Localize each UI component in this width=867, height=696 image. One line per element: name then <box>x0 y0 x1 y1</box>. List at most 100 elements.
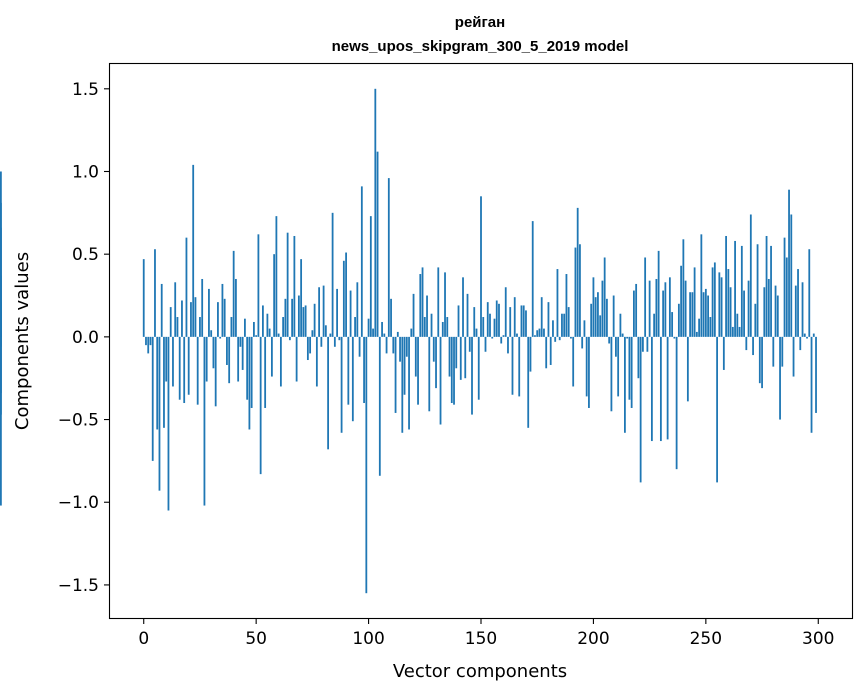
bar <box>632 290 635 337</box>
bar <box>268 328 271 337</box>
bar <box>221 283 224 337</box>
bar <box>232 250 235 337</box>
bar <box>547 302 550 337</box>
bar <box>770 245 772 337</box>
bar <box>477 336 480 400</box>
bar <box>277 333 280 337</box>
bar <box>812 333 815 337</box>
x-tick-label: 100 <box>352 629 384 649</box>
x-axis-ticks: 0 50 100 150 200 250 300 <box>138 618 834 649</box>
bar <box>358 336 361 357</box>
bar <box>639 336 642 483</box>
bar <box>626 336 629 339</box>
bar <box>621 333 624 337</box>
bar <box>441 321 444 337</box>
bar <box>592 277 595 337</box>
bar <box>313 303 316 337</box>
chart-title: рейган <box>455 14 505 31</box>
bar <box>691 292 694 337</box>
bar <box>291 298 294 337</box>
bar <box>570 336 572 339</box>
bar <box>756 244 759 337</box>
bar <box>228 336 231 384</box>
bar <box>284 298 287 337</box>
bar <box>149 336 152 346</box>
bar <box>378 336 381 476</box>
bar <box>590 303 593 337</box>
bar <box>329 333 332 337</box>
bar <box>511 336 514 395</box>
bar <box>167 336 170 511</box>
y-tick-label: 1.0 <box>72 162 99 182</box>
y-tick-label: 0.0 <box>72 328 99 348</box>
bar <box>563 313 566 337</box>
bar <box>158 336 161 491</box>
y-tick-label: −1.0 <box>58 493 99 513</box>
y-tick-label: 0.5 <box>72 245 99 265</box>
bar <box>223 298 226 337</box>
bar <box>729 287 732 337</box>
bar <box>203 336 206 506</box>
bar <box>549 336 552 365</box>
bar <box>808 249 811 337</box>
bar <box>295 336 298 382</box>
bar <box>0 336 2 506</box>
bar <box>403 336 406 395</box>
bar <box>774 285 777 337</box>
bar <box>653 313 656 337</box>
bar <box>520 305 523 337</box>
bar <box>794 285 797 337</box>
bar <box>475 328 478 337</box>
bar <box>576 207 579 337</box>
bar <box>700 234 703 337</box>
bar <box>300 259 303 337</box>
bar <box>405 336 408 357</box>
bar <box>504 287 507 337</box>
bar <box>500 336 503 344</box>
bar <box>709 317 712 337</box>
bar <box>518 336 521 397</box>
bar <box>565 274 568 337</box>
bar <box>394 336 397 413</box>
bar <box>610 336 613 412</box>
bar <box>356 282 359 337</box>
bar <box>156 336 159 430</box>
bar <box>558 336 561 341</box>
bar <box>743 290 745 337</box>
bar <box>556 269 559 337</box>
bar <box>0 336 2 415</box>
bar <box>772 336 775 367</box>
bar <box>286 232 289 337</box>
bar <box>689 292 692 337</box>
bar <box>237 336 240 382</box>
bar <box>594 297 597 337</box>
bar <box>713 262 716 337</box>
bar <box>498 303 500 337</box>
bar <box>466 293 469 337</box>
bar <box>354 317 356 337</box>
bar <box>151 336 154 461</box>
bar <box>401 336 404 433</box>
bar <box>230 317 233 337</box>
bar <box>275 216 278 337</box>
bar <box>248 336 251 430</box>
bar <box>459 336 462 380</box>
x-tick-label: 250 <box>690 629 722 649</box>
bar <box>457 305 460 337</box>
bar <box>588 336 590 408</box>
bar <box>776 295 779 337</box>
bar <box>630 336 633 408</box>
bar <box>572 336 575 387</box>
bar <box>675 336 678 470</box>
bar <box>765 235 768 337</box>
bar <box>165 336 168 382</box>
bar <box>615 336 617 357</box>
bar <box>601 280 604 337</box>
bar <box>538 328 541 337</box>
bar <box>372 328 374 337</box>
bar <box>799 336 802 351</box>
bar <box>336 288 338 337</box>
bar <box>297 295 300 337</box>
bar <box>392 336 395 354</box>
